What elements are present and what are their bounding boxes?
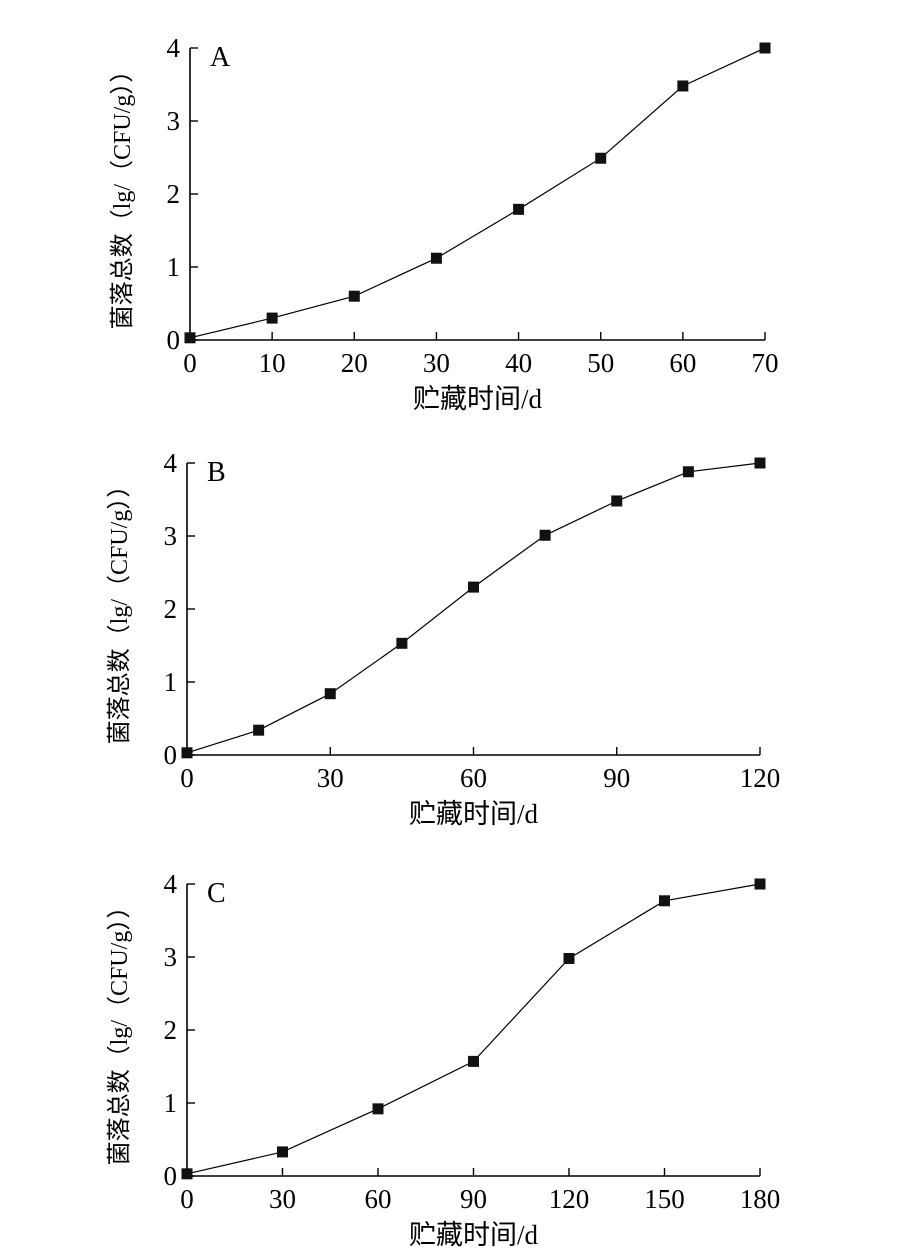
x-tick-label: 10 <box>259 348 286 378</box>
data-point <box>682 466 694 478</box>
data-point <box>396 637 408 649</box>
data-point <box>468 581 479 593</box>
panel-label: C <box>207 878 226 909</box>
data-point <box>277 1146 288 1158</box>
x-tick-label: 120 <box>549 1184 590 1214</box>
x-axis-label: 贮藏时间/d <box>413 384 543 414</box>
data-point <box>754 878 766 890</box>
x-tick-label: 70 <box>752 348 779 378</box>
data-point <box>563 952 575 964</box>
x-tick-label: 0 <box>183 348 197 378</box>
data-point <box>759 42 771 54</box>
data-point <box>430 252 442 264</box>
y-tick-label: 3 <box>167 106 181 136</box>
series-line <box>186 883 761 1175</box>
panel-label: B <box>207 457 226 488</box>
x-tick-label: 120 <box>740 763 781 793</box>
x-tick-label: 40 <box>505 348 532 378</box>
y-tick-label: 3 <box>164 942 178 972</box>
y-tick-label: 1 <box>167 252 181 282</box>
y-axis-label: 菌落总数（lg/（CFU/g）） <box>106 895 133 1166</box>
x-tick-label: 150 <box>644 1184 685 1214</box>
data-point <box>324 688 336 700</box>
data-point <box>253 724 265 736</box>
series-line <box>189 47 766 339</box>
x-tick-label: 30 <box>423 348 450 378</box>
y-tick-label: 2 <box>167 179 181 209</box>
data-point <box>348 290 360 302</box>
x-tick-label: 30 <box>317 763 344 793</box>
data-point <box>513 203 525 215</box>
data-point <box>468 1055 479 1067</box>
y-tick-label: 2 <box>164 1015 178 1045</box>
x-tick-label: 0 <box>180 1184 194 1214</box>
data-point <box>611 495 623 507</box>
y-tick-label: 1 <box>164 667 178 697</box>
data-point <box>539 529 551 541</box>
x-tick-label: 60 <box>365 1184 392 1214</box>
y-tick-label: 0 <box>164 1161 178 1191</box>
data-point <box>754 457 766 469</box>
y-tick-label: 4 <box>164 869 178 899</box>
x-tick-label: 60 <box>669 348 696 378</box>
y-tick-label: 3 <box>164 521 178 551</box>
data-point <box>372 1103 384 1115</box>
data-point <box>181 747 193 759</box>
chart-panel-c: 0 1 2 3 4 0 30 60 90 120 150 180 贮藏时间/d 菌落总数（lg/（CFU/… <box>106 869 780 1250</box>
y-tick-label: 0 <box>164 740 178 770</box>
x-tick-label: 20 <box>341 348 368 378</box>
y-tick-label: 1 <box>164 1088 178 1118</box>
x-tick-label: 90 <box>460 1184 487 1214</box>
series-line <box>186 462 761 754</box>
panel-label: A <box>210 42 231 73</box>
y-tick-label: 2 <box>164 594 178 624</box>
y-tick-label: 0 <box>167 325 181 355</box>
y-axis-label: 菌落总数（lg/（CFU/g）） <box>106 474 133 745</box>
data-point <box>266 312 278 324</box>
data-point <box>181 1168 193 1180</box>
x-tick-label: 180 <box>740 1184 781 1214</box>
x-tick-label: 30 <box>269 1184 296 1214</box>
x-axis-label: 贮藏时间/d <box>409 1220 539 1250</box>
data-point <box>677 80 689 92</box>
y-tick-label: 4 <box>164 448 178 478</box>
y-tick-label: 4 <box>167 33 181 63</box>
data-point <box>184 332 196 344</box>
x-axis-label: 贮藏时间/d <box>409 799 539 829</box>
data-point <box>659 895 670 907</box>
x-tick-label: 90 <box>603 763 630 793</box>
x-tick-label: 50 <box>587 348 614 378</box>
y-axis-label: 菌落总数（lg/（CFU/g）） <box>109 59 136 330</box>
x-tick-label: 0 <box>180 763 194 793</box>
data-point <box>595 152 607 164</box>
chart-panel-b: 0 1 2 3 4 0 30 60 90 120 贮藏时间/d 菌落总数（lg/（CFU/g）） B <box>106 448 780 829</box>
x-tick-label: 60 <box>460 763 487 793</box>
